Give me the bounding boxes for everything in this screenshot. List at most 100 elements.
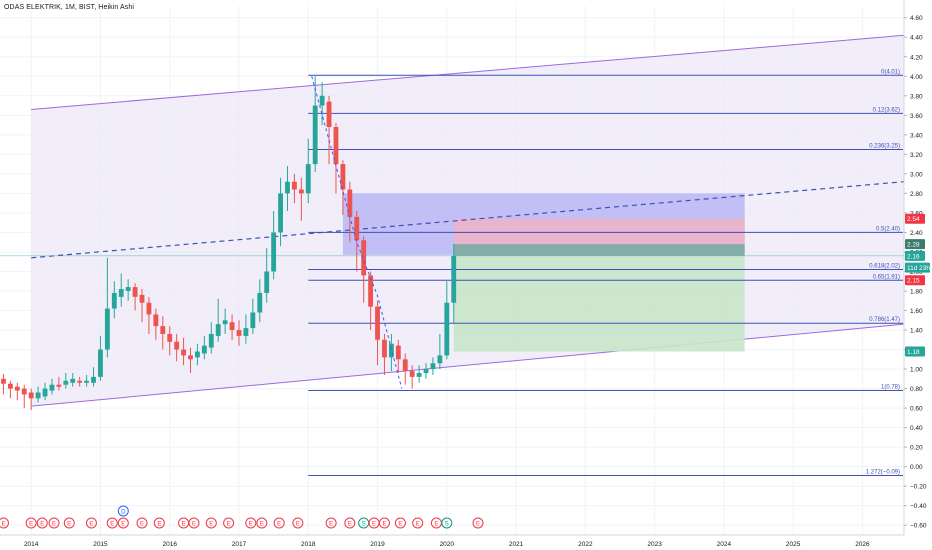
median-dashed-line bbox=[31, 181, 905, 259]
event-marker-icon[interactable]: E bbox=[136, 517, 148, 529]
event-marker-icon[interactable]: E bbox=[0, 517, 9, 529]
event-marker-icon[interactable]: E bbox=[48, 517, 60, 529]
event-marker-circle bbox=[106, 517, 118, 529]
event-marker-label: E bbox=[372, 521, 376, 527]
price-badge-label: 1.18 bbox=[907, 349, 920, 356]
candle-body bbox=[257, 292, 263, 313]
price-badge bbox=[905, 262, 930, 273]
event-marker-icon[interactable]: E bbox=[85, 517, 97, 529]
x-tick-label: 2019 bbox=[370, 541, 385, 548]
dividend-marker-icon[interactable]: D bbox=[117, 505, 129, 517]
y-tick-label: 4.40 bbox=[910, 35, 923, 42]
candle-body bbox=[298, 189, 304, 194]
event-marker-label: E bbox=[182, 521, 186, 527]
candle-body bbox=[375, 306, 380, 340]
event-marker-icon[interactable]: E bbox=[63, 517, 75, 529]
event-marker-label: E bbox=[296, 521, 300, 527]
event-marker-circle bbox=[378, 517, 390, 529]
event-marker-icon[interactable]: E bbox=[273, 517, 285, 529]
candle-body bbox=[444, 302, 450, 356]
candle-body bbox=[98, 349, 103, 377]
time-axis[interactable]: 2014 2015 2016 2017 2018 2019 2020 2021 2022 2023… bbox=[24, 541, 870, 548]
candle-body bbox=[14, 386, 20, 391]
channel-lower-line bbox=[31, 323, 905, 407]
event-marker-icon[interactable]: E bbox=[117, 517, 129, 529]
price-badges: 2.54 2.28 2.16 11d 23h 2.15 1.18 bbox=[905, 213, 930, 357]
chart-title: ODAS ELEKTRIK, 1M, BIST, Heikin Ashi bbox=[4, 4, 135, 11]
x-tick-label: 2018 bbox=[301, 541, 316, 548]
event-marker-icon[interactable]: E bbox=[188, 517, 200, 529]
event-marker-icon[interactable]: E bbox=[153, 517, 165, 529]
event-marker-icon[interactable]: E bbox=[205, 517, 217, 529]
event-marker-icon[interactable]: S bbox=[358, 517, 370, 529]
candle-body bbox=[146, 302, 152, 315]
event-marker-circle bbox=[85, 517, 97, 529]
event-marker-icon[interactable]: E bbox=[394, 517, 406, 529]
event-marker-icon[interactable]: S bbox=[441, 517, 453, 529]
take-profit-zone bbox=[453, 255, 745, 352]
entry-zone bbox=[453, 244, 745, 256]
event-marker-icon[interactable]: E bbox=[256, 517, 268, 529]
candle-body bbox=[340, 164, 346, 190]
event-marker-icon[interactable]: E bbox=[368, 517, 380, 529]
event-marker-circle bbox=[223, 517, 235, 529]
candle-body bbox=[42, 388, 48, 397]
candle-body bbox=[382, 339, 387, 358]
event-marker-icon[interactable]: E bbox=[412, 517, 424, 529]
candle-body bbox=[125, 287, 131, 291]
y-tick-label: −0.60 bbox=[910, 523, 927, 530]
event-marker-icon[interactable]: E bbox=[223, 517, 235, 529]
event-marker-icon[interactable]: E bbox=[325, 517, 337, 529]
candle-body bbox=[229, 322, 235, 331]
candle-body bbox=[111, 292, 117, 309]
event-marker-label: E bbox=[157, 521, 161, 527]
candle-body bbox=[167, 333, 173, 342]
event-marker-circle bbox=[273, 517, 285, 529]
y-tick-label: 1.00 bbox=[910, 367, 923, 374]
candle-body bbox=[416, 372, 422, 377]
event-markers-layer[interactable]: E E E E E E E E E E E E E E E E E E E E S E E E E E S ED bbox=[0, 505, 484, 529]
price-badge-label: 2.54 bbox=[907, 216, 920, 223]
y-tick-label: 3.00 bbox=[910, 171, 923, 178]
y-tick-label: 0.00 bbox=[910, 464, 923, 471]
event-marker-label: E bbox=[29, 521, 33, 527]
fib-level-label: 0.236(3.25) bbox=[869, 143, 900, 149]
event-marker-icon[interactable]: E bbox=[344, 517, 356, 529]
event-marker-icon[interactable]: E bbox=[36, 517, 48, 529]
x-tick-label: 2020 bbox=[440, 541, 455, 548]
event-marker-label: E bbox=[67, 521, 71, 527]
candle-body bbox=[319, 95, 325, 106]
candle-body bbox=[139, 294, 145, 303]
candle-body bbox=[243, 328, 249, 336]
y-tick-label: 2.40 bbox=[910, 230, 923, 237]
event-marker-icon[interactable]: E bbox=[178, 517, 190, 529]
candle-body bbox=[215, 324, 221, 336]
x-tick-label: 2014 bbox=[24, 541, 39, 548]
event-marker-label: S bbox=[445, 521, 449, 527]
dividend-marker-circle bbox=[117, 505, 129, 517]
candle-body bbox=[77, 380, 83, 383]
event-marker-icon[interactable]: E bbox=[430, 517, 442, 529]
event-marker-icon[interactable]: E bbox=[245, 517, 257, 529]
candle-body bbox=[236, 330, 242, 336]
fib-level-label: 1(0.78) bbox=[881, 385, 900, 391]
candle-body bbox=[285, 181, 290, 194]
fib-level-label: 1.272(−0.09) bbox=[866, 469, 900, 475]
candle-body bbox=[153, 314, 159, 327]
fib-level-label: 0.65(1.91) bbox=[873, 274, 900, 280]
event-marker-icon[interactable]: E bbox=[472, 517, 484, 529]
x-tick-label: 2026 bbox=[855, 541, 870, 548]
candle-body bbox=[388, 343, 394, 358]
event-marker-icon[interactable]: E bbox=[378, 517, 390, 529]
event-marker-icon[interactable]: E bbox=[292, 517, 304, 529]
channel-upper-line bbox=[31, 34, 905, 110]
drawing-layer: 0(4.01) 0.12(3.62) 0.236(3.25) 0.5(2.40) 0.6… bbox=[31, 34, 905, 476]
y-tick-label: 4.60 bbox=[910, 15, 923, 22]
price-badge bbox=[905, 346, 925, 357]
event-marker-icon[interactable]: E bbox=[25, 517, 37, 529]
candle-body bbox=[451, 255, 457, 303]
candle-body bbox=[208, 333, 214, 348]
price-badge-label: 11d 23h bbox=[907, 265, 930, 272]
event-marker-icon[interactable]: E bbox=[106, 517, 118, 529]
